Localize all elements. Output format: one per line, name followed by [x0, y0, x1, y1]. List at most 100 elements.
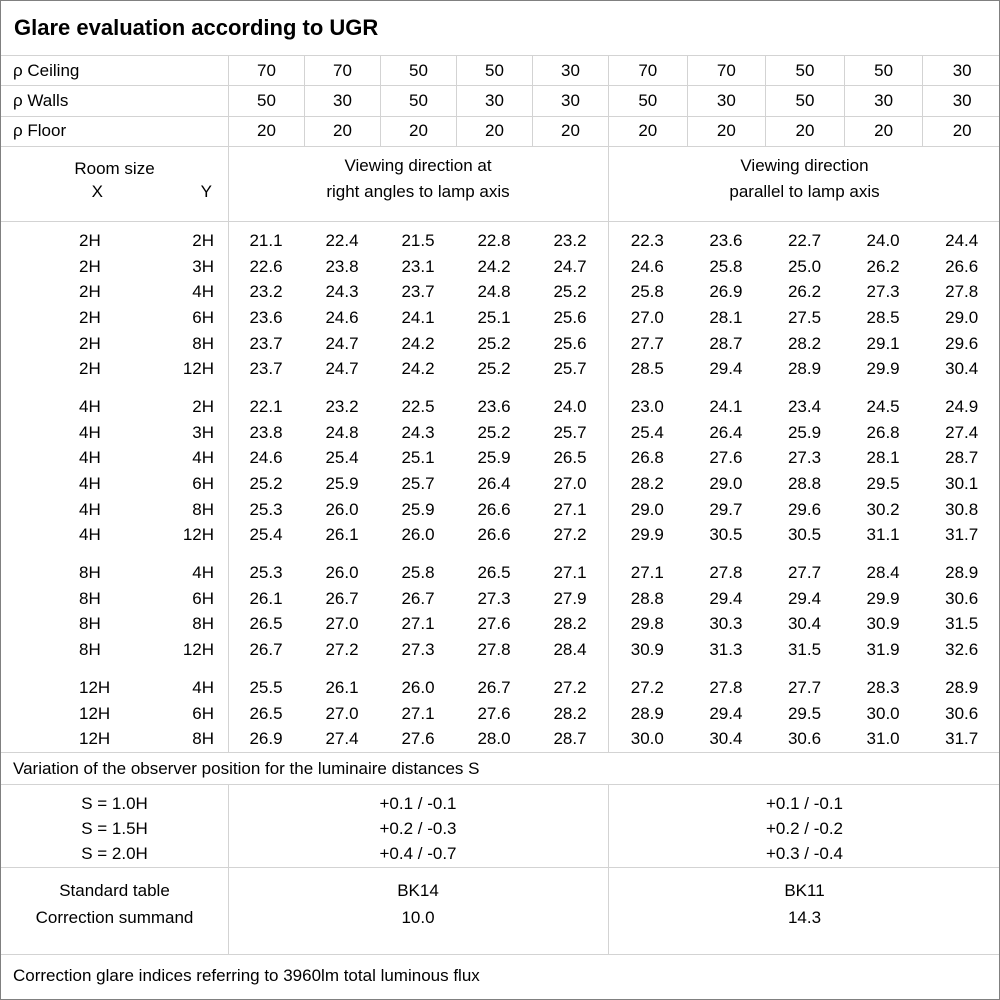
ugr-value: 25.1	[477, 307, 511, 327]
ugr-value: 27.4	[325, 729, 359, 749]
ugr-value: 26.8	[630, 448, 664, 468]
left-half-heading: Viewing direction at right angles to lam…	[228, 147, 608, 221]
room-x-value: 2H	[79, 256, 101, 276]
reflectance-value: 50	[228, 86, 304, 116]
ugr-value: 27.8	[945, 282, 979, 302]
room-y-value: 4H	[192, 282, 214, 302]
ugr-value: 28.9	[945, 563, 979, 583]
grid-line	[228, 784, 229, 867]
room-x-value: 4H	[79, 474, 101, 494]
reflectance-value: 20	[380, 116, 456, 146]
ugr-value: 31.1	[866, 525, 900, 545]
ugr-value: 27.3	[477, 588, 511, 608]
reflectance-row: ρ Ceiling 70 70 50 50 30 70 70 50 50 30	[1, 56, 999, 87]
room-y-value: 6H	[192, 703, 214, 723]
ugr-value: 22.8	[477, 230, 511, 250]
table-row: 2H 3H 22.6 23.8 23.1 24.2 24.7 24.6 25.8 25.0 26.2…	[1, 254, 999, 280]
ugr-value: 25.6	[553, 307, 587, 327]
ugr-value: 28.1	[709, 307, 743, 327]
ugr-value: 27.2	[553, 677, 587, 697]
ugr-value: 28.8	[630, 588, 664, 608]
ugr-value: 30.9	[866, 614, 900, 634]
ugr-value: 25.7	[553, 422, 587, 442]
ugr-value: 23.0	[630, 396, 664, 416]
reflectance-value: 20	[922, 116, 999, 146]
ugr-value: 25.2	[553, 282, 587, 302]
title-row: Glare evaluation according to UGR	[1, 1, 999, 56]
ugr-value: 24.4	[945, 230, 979, 250]
ugr-value: 25.5	[249, 677, 283, 697]
ugr-value: 25.9	[401, 499, 435, 519]
ugr-value: 27.2	[630, 677, 664, 697]
room-x-value: 4H	[79, 396, 101, 416]
room-x-value: 12H	[79, 703, 111, 723]
reflectance-value: 70	[228, 56, 304, 86]
ugr-value: 24.3	[325, 282, 359, 302]
ugr-value: 27.7	[630, 333, 664, 353]
right-heading-line1: Viewing direction	[740, 155, 869, 175]
reflectance-value: 20	[304, 116, 380, 146]
room-y-value: 8H	[192, 614, 214, 634]
ugr-value: 26.9	[249, 729, 283, 749]
ugr-value: 24.7	[325, 333, 359, 353]
ugr-value: 29.4	[787, 588, 822, 608]
ugr-value: 23.8	[249, 422, 283, 442]
x-column-label: X	[91, 181, 103, 201]
ugr-value: 25.3	[249, 563, 283, 583]
room-x-value: 4H	[79, 525, 101, 545]
room-y-value: 6H	[192, 474, 214, 494]
ugr-value: 26.2	[866, 256, 900, 276]
ugr-value: 31.7	[945, 525, 979, 545]
ugr-value: 28.4	[553, 640, 587, 660]
ugr-value: 27.9	[553, 588, 587, 608]
ugr-value: 30.5	[709, 525, 743, 545]
ugr-value: 28.2	[630, 474, 664, 494]
ugr-value: 28.9	[630, 703, 664, 723]
reflectance-value: 20	[765, 116, 844, 146]
ugr-value: 27.3	[866, 282, 900, 302]
standard-table-label: Standard table	[59, 880, 170, 900]
ugr-value: 26.1	[325, 677, 359, 697]
ugr-value: 29.4	[709, 703, 743, 723]
ugr-value: 26.5	[249, 614, 283, 634]
block-gap	[1, 382, 999, 394]
ugr-value: 26.5	[553, 448, 587, 468]
ugr-value: 24.3	[401, 422, 435, 442]
ugr-value: 24.2	[401, 333, 435, 353]
ugr-value: 25.3	[249, 499, 283, 519]
ugr-value: 28.5	[630, 359, 664, 379]
reflectance-value: 20	[608, 116, 687, 146]
ugr-value: 30.3	[709, 614, 743, 634]
reflectance-value: 20	[843, 116, 923, 146]
room-x-value: 4H	[79, 448, 101, 468]
room-y-value: 2H	[192, 396, 214, 416]
ugr-value: 28.0	[477, 729, 511, 749]
ugr-value: 24.7	[553, 256, 587, 276]
ugr-value: 26.5	[249, 703, 283, 723]
room-x-value: 2H	[79, 359, 101, 379]
room-size-label: Room size	[74, 158, 155, 178]
ugr-value: 29.0	[709, 474, 743, 494]
ugr-value: 25.2	[477, 333, 511, 353]
ugr-value: 26.1	[249, 588, 283, 608]
ugr-value: 25.2	[477, 359, 511, 379]
room-y-value: 6H	[192, 307, 214, 327]
ugr-value: 25.4	[325, 448, 359, 468]
grid-line	[608, 146, 609, 221]
ugr-value: 30.6	[945, 703, 979, 723]
ugr-value: 25.9	[477, 448, 511, 468]
variation-note: Variation of the observer position for t…	[13, 758, 480, 778]
reflectance-value: 70	[304, 56, 380, 86]
room-y-value: 4H	[192, 563, 214, 583]
table-row: 4H 3H 23.8 24.8 24.3 25.2 25.7 25.4 26.4 25.9 26.8…	[1, 420, 999, 446]
reflectance-value: 70	[608, 56, 687, 86]
block-gap	[1, 548, 999, 560]
table-row: 4H 8H 25.3 26.0 25.9 26.6 27.1 29.0 29.7 29.6 30.2…	[1, 497, 999, 523]
ugr-value: 24.6	[249, 448, 283, 468]
correction-summand-value: 14.3	[787, 907, 822, 927]
reflectance-value: 70	[686, 56, 766, 86]
ugr-value: 24.5	[866, 396, 900, 416]
room-x-value: 8H	[79, 614, 101, 634]
right-heading-line2: parallel to lamp axis	[729, 181, 880, 201]
